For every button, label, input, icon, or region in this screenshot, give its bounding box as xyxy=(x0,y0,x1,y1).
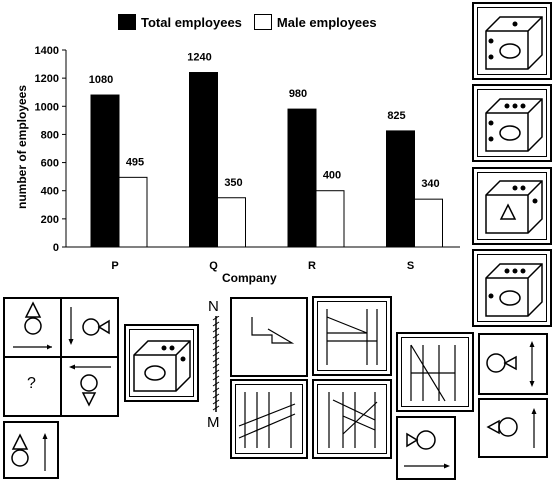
legend-swatch-total xyxy=(118,14,136,30)
bar-chart: 0 200 400 600 800 1000 1200 1400 1080 495 P 1240 350… xyxy=(35,45,460,272)
circle-icon xyxy=(486,353,506,373)
y-tick-label: 200 xyxy=(41,214,59,226)
y-tick-label: 800 xyxy=(41,129,59,141)
y-tick-label: 0 xyxy=(53,242,59,254)
data-label: 1240 xyxy=(187,52,211,64)
mirror-option-d[interactable] xyxy=(396,332,474,412)
answer-figure-a[interactable] xyxy=(3,421,59,479)
triangle-icon xyxy=(499,203,517,220)
y-tick-label: 1400 xyxy=(35,45,59,57)
answer-figure-b[interactable] xyxy=(478,333,548,395)
answer-cube-2[interactable] xyxy=(472,84,552,162)
legend: Total employees Male employees xyxy=(118,12,377,32)
cube-icon xyxy=(485,180,543,234)
pattern-grid: ? xyxy=(3,297,119,417)
answer-cube-4[interactable] xyxy=(472,249,552,327)
answer-figure-d[interactable] xyxy=(396,416,456,480)
data-label: 340 xyxy=(421,178,439,190)
bar-male-P xyxy=(118,176,148,248)
x-tick-label: P xyxy=(111,260,118,272)
y-tick-label: 1000 xyxy=(35,101,59,113)
data-label: 825 xyxy=(387,110,405,122)
mirror-option-b[interactable] xyxy=(230,379,308,459)
mirror-label-n: N xyxy=(208,298,219,315)
triangle-icon xyxy=(13,301,52,350)
answer-cube-3[interactable] xyxy=(472,167,552,245)
bar-male-R xyxy=(315,190,345,248)
data-label: 1080 xyxy=(89,74,113,86)
cube-icon xyxy=(485,263,543,317)
y-tick-label: 600 xyxy=(41,158,59,170)
mirror-line xyxy=(212,316,220,412)
mirror-option-c[interactable] xyxy=(312,379,392,459)
legend-swatch-male xyxy=(253,14,272,30)
circle-icon xyxy=(416,430,436,450)
circle-icon xyxy=(69,364,111,407)
cube-icon xyxy=(485,98,543,152)
bar-male-Q xyxy=(217,197,246,248)
data-label: 495 xyxy=(126,156,144,168)
data-label: 350 xyxy=(224,177,242,189)
y-tick-label: 1200 xyxy=(35,73,59,85)
question-mark: ? xyxy=(27,375,36,392)
legend-label-male: Male employees xyxy=(276,14,377,30)
question-cube xyxy=(124,324,199,402)
x-tick-label: R xyxy=(308,260,316,272)
arrow-icon xyxy=(68,307,110,345)
y-axis-label: number of employees xyxy=(15,84,29,210)
circle-icon xyxy=(498,417,518,437)
bar-total-R xyxy=(287,108,317,248)
bar-total-S xyxy=(386,130,415,248)
triangle-icon xyxy=(11,433,29,450)
bar-total-P xyxy=(90,94,120,248)
mirror-option-a[interactable] xyxy=(312,296,392,376)
data-label: 980 xyxy=(289,88,307,100)
mirror-question-figure xyxy=(230,297,308,377)
data-label: 400 xyxy=(323,170,341,182)
cube-icon xyxy=(485,16,543,70)
answer-cube-1[interactable] xyxy=(472,2,552,80)
x-tick-label: Q xyxy=(209,260,218,272)
answer-figure-c[interactable] xyxy=(478,398,548,458)
y-tick-label: 400 xyxy=(41,186,59,198)
x-axis-label: Company xyxy=(222,271,277,285)
mirror-label-m: M xyxy=(207,414,220,431)
bar-total-Q xyxy=(189,72,218,248)
x-tick-label: S xyxy=(407,260,414,272)
legend-label-total: Total employees xyxy=(141,14,242,30)
bar-male-S xyxy=(414,198,443,248)
cube-icon xyxy=(133,340,191,392)
